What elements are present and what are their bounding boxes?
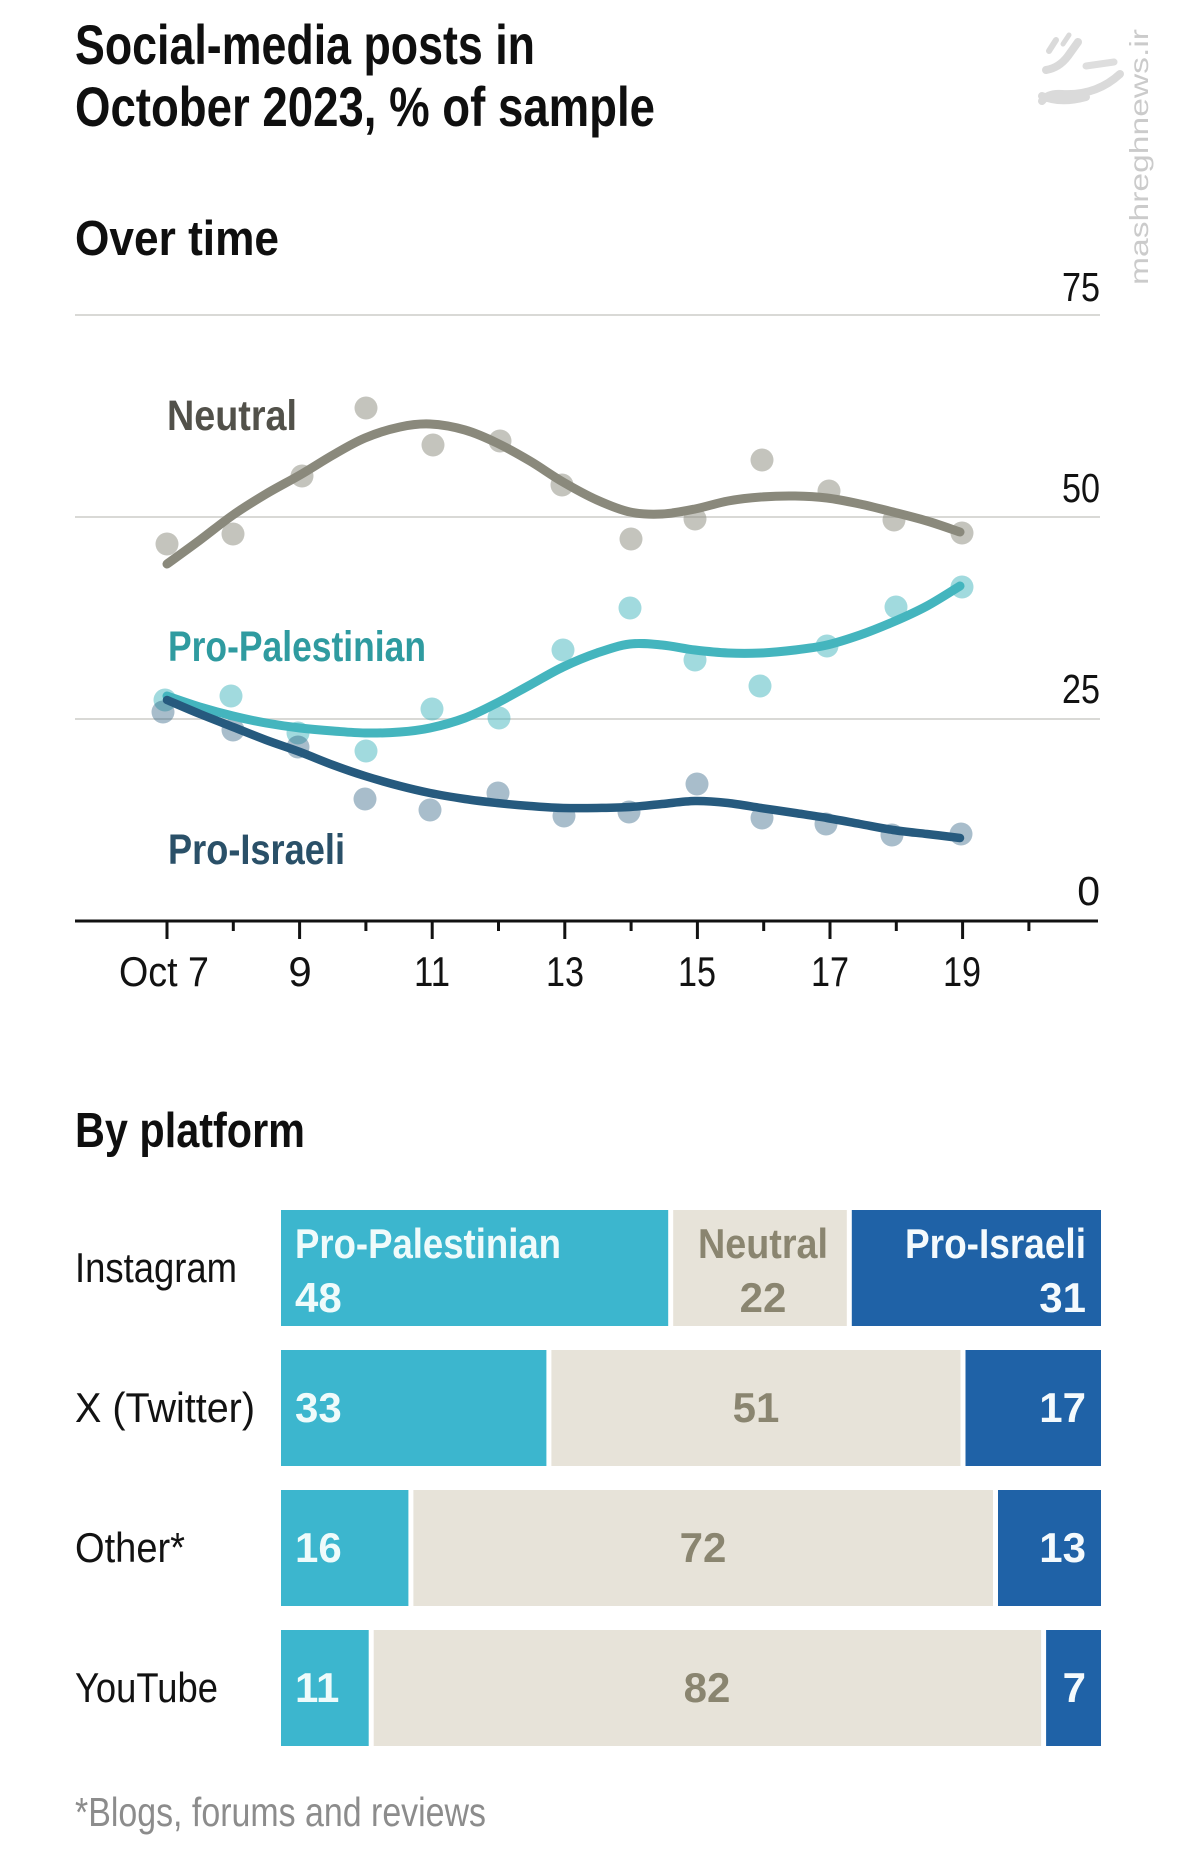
svg-text:33: 33 bbox=[295, 1384, 342, 1431]
svg-text:Neutral: Neutral bbox=[167, 392, 297, 440]
svg-text:19: 19 bbox=[943, 948, 981, 995]
svg-text:By platform: By platform bbox=[75, 1104, 305, 1158]
svg-text:50: 50 bbox=[1062, 465, 1100, 511]
svg-text:mashreghnews.ir: mashreghnews.ir bbox=[1124, 29, 1154, 285]
svg-text:Other*: Other* bbox=[75, 1524, 185, 1571]
svg-text:48: 48 bbox=[295, 1274, 342, 1321]
svg-text:Oct 7: Oct 7 bbox=[119, 948, 209, 995]
svg-text:11: 11 bbox=[414, 948, 450, 995]
svg-text:October 2023, % of sample: October 2023, % of sample bbox=[75, 75, 655, 138]
svg-text:17: 17 bbox=[811, 948, 849, 995]
svg-text:13: 13 bbox=[1039, 1524, 1086, 1571]
svg-text:Pro-Palestinian: Pro-Palestinian bbox=[295, 1220, 561, 1267]
svg-text:*Blogs, forums and reviews: *Blogs, forums and reviews bbox=[75, 1789, 486, 1835]
svg-text:Pro-Israeli: Pro-Israeli bbox=[905, 1220, 1086, 1267]
svg-text:Social-media posts in: Social-media posts in bbox=[75, 13, 535, 76]
svg-text:Over time: Over time bbox=[75, 212, 279, 266]
svg-text:Pro-Israeli: Pro-Israeli bbox=[168, 826, 345, 874]
svg-text:Pro-Palestinian: Pro-Palestinian bbox=[168, 623, 426, 671]
svg-text:22: 22 bbox=[740, 1274, 787, 1321]
svg-text:25: 25 bbox=[1062, 666, 1100, 712]
svg-text:11: 11 bbox=[295, 1664, 339, 1711]
svg-text:75: 75 bbox=[1062, 264, 1100, 310]
svg-text:7: 7 bbox=[1063, 1664, 1086, 1711]
svg-text:17: 17 bbox=[1039, 1384, 1086, 1431]
svg-text:Neutral: Neutral bbox=[698, 1220, 828, 1267]
svg-text:X (Twitter): X (Twitter) bbox=[75, 1384, 255, 1431]
svg-text:15: 15 bbox=[678, 948, 716, 995]
svg-text:0: 0 bbox=[1077, 868, 1100, 914]
svg-text:82: 82 bbox=[684, 1664, 731, 1711]
svg-text:72: 72 bbox=[680, 1524, 727, 1571]
svg-text:51: 51 bbox=[733, 1384, 780, 1431]
svg-text:Instagram: Instagram bbox=[75, 1244, 237, 1291]
svg-text:16: 16 bbox=[295, 1524, 342, 1571]
svg-text:YouTube: YouTube bbox=[75, 1664, 218, 1711]
svg-text:31: 31 bbox=[1039, 1274, 1086, 1321]
svg-text:9: 9 bbox=[288, 948, 311, 995]
svg-text:13: 13 bbox=[546, 948, 584, 995]
